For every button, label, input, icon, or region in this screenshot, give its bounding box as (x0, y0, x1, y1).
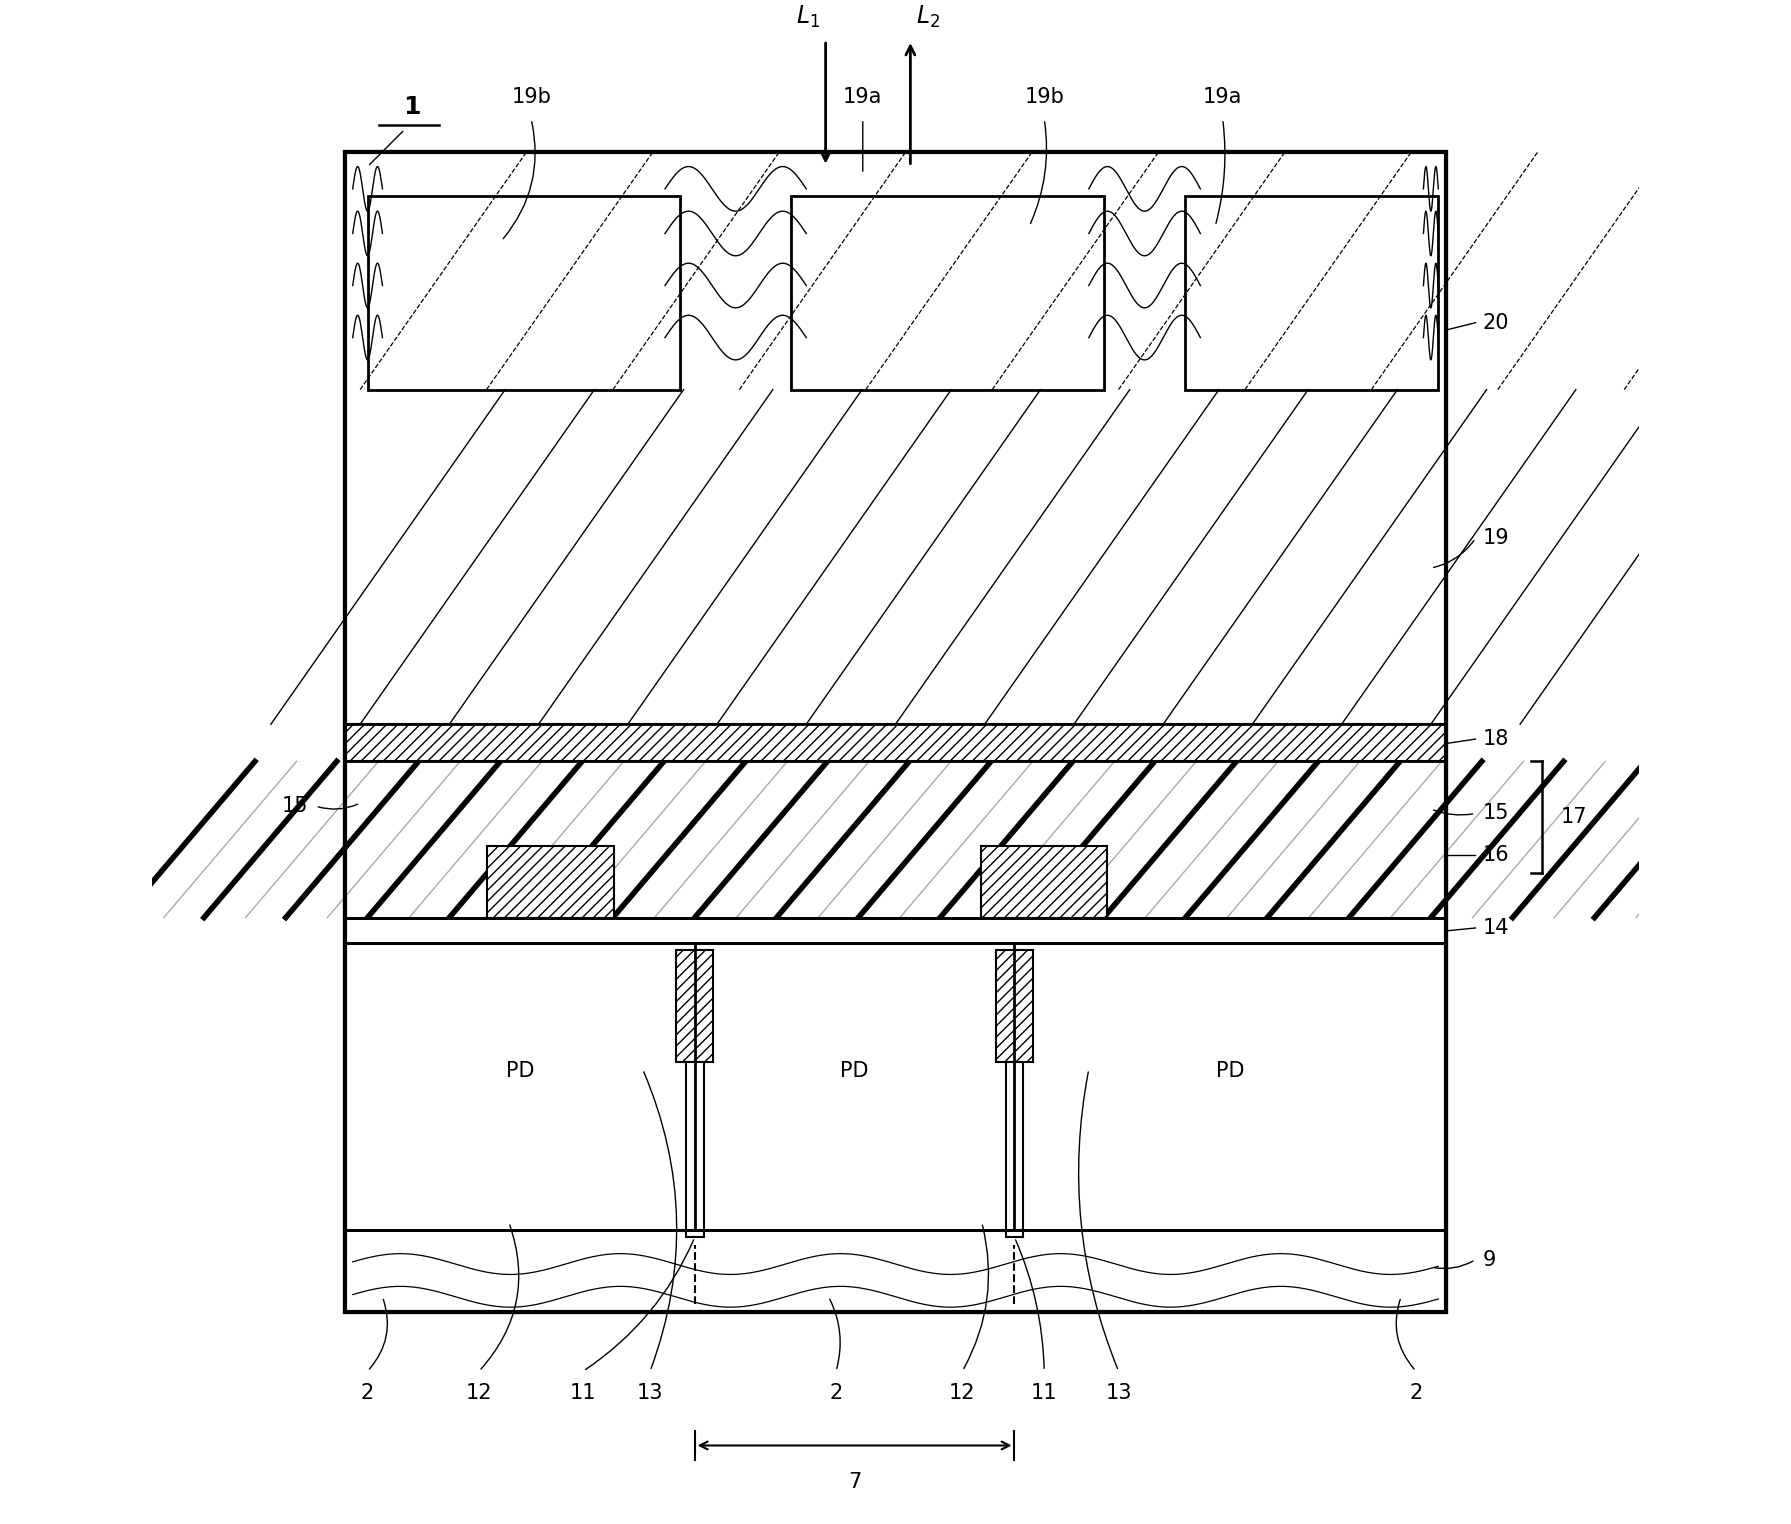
Text: 12: 12 (949, 1384, 976, 1404)
Text: 19a: 19a (844, 87, 883, 107)
Text: 11: 11 (1032, 1384, 1057, 1404)
Text: 1: 1 (403, 94, 421, 119)
Text: 20: 20 (1483, 312, 1510, 332)
Text: 18: 18 (1483, 728, 1510, 750)
Text: 2: 2 (829, 1384, 842, 1404)
Bar (367, 197, 681, 390)
Bar (1014, 943, 1445, 1230)
Bar (1186, 197, 1438, 390)
Bar (487, 846, 614, 917)
Text: 17: 17 (1560, 808, 1587, 828)
Text: 19: 19 (1483, 529, 1510, 549)
Bar (367, 197, 681, 390)
Bar (996, 951, 1033, 1062)
Text: 16: 16 (1483, 846, 1510, 866)
Text: 7: 7 (847, 1472, 861, 1492)
Text: 15: 15 (1483, 803, 1510, 823)
Bar (677, 951, 713, 1062)
Text: 13: 13 (638, 1384, 663, 1404)
Bar (346, 917, 1445, 943)
Text: 15: 15 (281, 796, 308, 815)
Text: $L_2$: $L_2$ (917, 3, 940, 30)
Bar (346, 762, 1445, 917)
Text: 9: 9 (1483, 1250, 1495, 1269)
Bar (487, 846, 614, 917)
Text: PD: PD (840, 1062, 869, 1082)
Text: 14: 14 (1483, 917, 1510, 937)
Bar (981, 846, 1107, 917)
Bar (1186, 197, 1438, 390)
Text: 19b: 19b (1024, 87, 1064, 107)
Bar (346, 390, 1445, 724)
Text: 2: 2 (1410, 1384, 1422, 1404)
Bar (346, 943, 695, 1230)
Text: 12: 12 (466, 1384, 493, 1404)
Bar (367, 197, 681, 390)
Bar (346, 152, 1445, 1312)
Bar (346, 943, 1445, 1230)
Text: 19b: 19b (510, 87, 552, 107)
Bar (1005, 1062, 1023, 1237)
Bar (346, 152, 1445, 390)
Bar (792, 197, 1103, 390)
Text: PD: PD (505, 1062, 534, 1082)
Bar (792, 197, 1103, 390)
Bar (981, 846, 1107, 917)
Bar (686, 1062, 704, 1237)
Text: $L_1$: $L_1$ (795, 3, 820, 30)
Bar (695, 943, 1014, 1230)
Bar (792, 197, 1103, 390)
Bar (346, 152, 1445, 1312)
Bar (996, 951, 1033, 1062)
Text: 13: 13 (1105, 1384, 1132, 1404)
Bar (677, 951, 713, 1062)
Bar (1186, 197, 1438, 390)
Text: 2: 2 (362, 1384, 374, 1404)
Text: 11: 11 (570, 1384, 596, 1404)
Bar (346, 1230, 1445, 1312)
Text: PD: PD (1216, 1062, 1245, 1082)
Text: 19a: 19a (1204, 87, 1243, 107)
Bar (346, 724, 1445, 762)
